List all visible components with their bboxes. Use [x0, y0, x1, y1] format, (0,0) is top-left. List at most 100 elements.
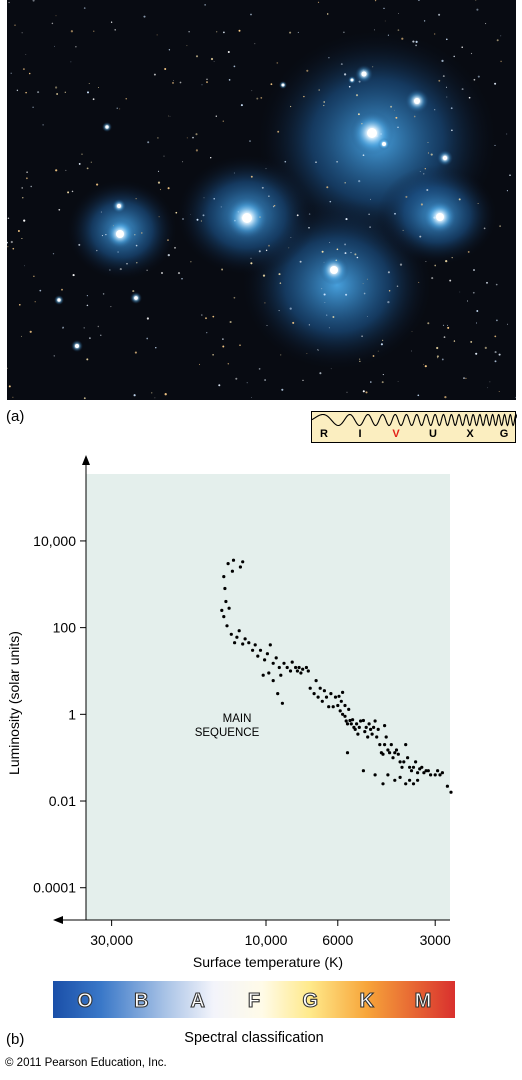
faint-star	[10, 72, 12, 74]
faint-star	[146, 337, 149, 340]
data-point	[357, 725, 361, 729]
faint-star	[361, 335, 363, 338]
spectral-class-f: F	[248, 990, 260, 1012]
data-point	[386, 773, 390, 777]
wavelength-band-indicator: R I V U X G	[311, 411, 517, 443]
faint-star	[8, 1, 10, 4]
faint-star	[135, 198, 137, 200]
faint-star	[22, 197, 24, 199]
faint-star	[415, 44, 417, 47]
data-point	[294, 665, 298, 670]
faint-star	[496, 319, 498, 322]
wave-icon	[312, 413, 517, 427]
data-point	[276, 692, 280, 696]
faint-star	[290, 237, 292, 239]
faint-star	[323, 293, 326, 296]
data-point	[408, 778, 412, 782]
data-point	[347, 707, 351, 711]
faint-star	[336, 160, 338, 163]
faint-star	[201, 84, 203, 86]
faint-star	[356, 256, 359, 259]
faint-star	[174, 246, 176, 249]
faint-star	[235, 377, 238, 380]
data-point	[438, 773, 442, 777]
data-point	[369, 727, 373, 731]
faint-star	[156, 34, 158, 36]
data-point	[225, 624, 229, 628]
faint-star	[163, 155, 165, 157]
faint-star	[483, 227, 486, 230]
spectral-class-g: G	[303, 990, 319, 1012]
data-point	[274, 656, 278, 660]
faint-star	[328, 327, 330, 329]
faint-star	[256, 97, 259, 100]
faint-star	[436, 355, 439, 358]
faint-star	[192, 136, 194, 139]
faint-star	[437, 357, 439, 359]
faint-star	[260, 96, 263, 99]
faint-star	[453, 340, 456, 342]
faint-star	[227, 50, 230, 54]
faint-star	[417, 394, 420, 397]
data-point	[445, 784, 449, 788]
faint-star	[125, 98, 127, 100]
faint-star	[297, 31, 299, 33]
data-point	[343, 714, 347, 718]
faint-star	[343, 31, 345, 34]
data-point	[223, 586, 227, 591]
faint-star	[161, 272, 163, 274]
faint-star	[467, 300, 468, 302]
faint-star	[37, 91, 40, 94]
faint-star	[32, 106, 34, 109]
faint-star	[434, 109, 436, 111]
data-point	[341, 712, 345, 716]
data-point	[224, 599, 228, 604]
faint-star	[71, 190, 74, 193]
data-point	[351, 718, 355, 722]
data-point	[420, 765, 424, 769]
faint-star	[250, 175, 253, 178]
faint-star	[425, 260, 427, 263]
data-point	[426, 769, 430, 773]
data-point	[440, 771, 444, 775]
faint-star	[494, 144, 496, 146]
faint-star	[179, 81, 182, 84]
faint-star	[239, 344, 241, 347]
data-point	[361, 718, 365, 723]
faint-star	[119, 268, 122, 271]
faint-star	[358, 180, 361, 183]
faint-star	[240, 104, 243, 107]
faint-star	[100, 334, 102, 336]
faint-star	[86, 91, 90, 94]
faint-star	[20, 335, 22, 337]
faint-star	[317, 349, 319, 351]
faint-star	[463, 377, 465, 379]
faint-star	[430, 153, 433, 156]
faint-star	[346, 391, 348, 393]
faint-star	[489, 381, 491, 383]
faint-star	[135, 244, 138, 247]
data-point	[404, 782, 408, 786]
data-point	[247, 641, 251, 645]
data-point	[381, 752, 385, 756]
faint-star	[86, 304, 89, 307]
faint-star	[167, 253, 170, 257]
faint-star	[67, 191, 70, 194]
faint-star	[318, 89, 321, 91]
faint-star	[254, 43, 256, 45]
faint-star	[246, 382, 248, 384]
faint-star	[330, 368, 332, 370]
faint-star	[424, 168, 426, 170]
faint-star	[412, 40, 415, 43]
data-point	[384, 735, 388, 739]
faint-star	[398, 12, 400, 14]
faint-star	[348, 85, 351, 88]
faint-star	[381, 339, 384, 342]
data-point	[316, 695, 320, 699]
faint-star	[340, 63, 343, 66]
faint-star	[344, 243, 347, 246]
faint-star	[55, 86, 58, 89]
data-point	[226, 562, 230, 566]
data-point	[361, 769, 365, 773]
faint-star	[216, 31, 218, 33]
